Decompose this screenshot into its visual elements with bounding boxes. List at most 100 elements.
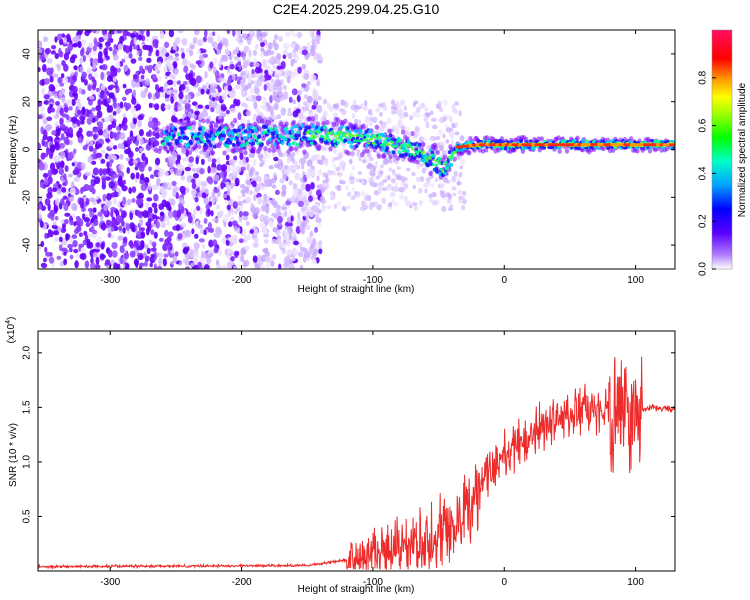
spectrogram-point (179, 84, 186, 91)
spectrogram-point (226, 30, 231, 35)
spectrogram-point (254, 43, 259, 50)
spectrogram-point (94, 264, 101, 269)
spectrogram-point (83, 217, 90, 223)
spectrogram-point (390, 99, 395, 105)
spectrogram-point (423, 116, 429, 123)
ridge-core (220, 137, 224, 142)
ridge-highlight (367, 141, 371, 145)
spectrogram-point (350, 195, 355, 201)
spectrogram-point (264, 153, 271, 159)
spectrogram-point (253, 62, 260, 68)
spectrogram-point (389, 191, 396, 198)
spectrogram-point (139, 147, 143, 153)
spectrogram-point (282, 54, 287, 60)
spectrogram-point (77, 30, 83, 36)
spectrogram-point (100, 83, 106, 91)
spectrogram-point (85, 197, 90, 206)
spectrogram-point (301, 247, 309, 253)
ridge-core (355, 136, 360, 141)
spectrogram-point (50, 215, 55, 221)
spectrogram-point (62, 195, 68, 200)
spectrogram-point (429, 182, 435, 189)
spectrogram-point (191, 189, 196, 197)
ridge-core (222, 133, 227, 138)
spectrogram-point (227, 236, 234, 242)
snr-y-tick-label: 2.0 (22, 345, 33, 359)
spectrogram-point (58, 236, 63, 243)
spectrogram-point (143, 244, 149, 249)
spectrogram-point (47, 106, 52, 114)
spectrogram-point (125, 157, 131, 162)
spectrogram-point (297, 251, 304, 258)
spectrogram-point (264, 251, 271, 257)
spectrogram-point (122, 96, 127, 102)
snr-line (38, 356, 675, 570)
spectrogram-point (201, 109, 208, 118)
spectrogram-point (131, 198, 136, 203)
spectrogram-point (242, 211, 249, 217)
spectrogram-point (106, 75, 113, 82)
spectrogram-point (184, 103, 191, 110)
spectrogram-point (101, 177, 106, 187)
ridge-core (584, 139, 589, 144)
spectrogram-x-label: Height of straight line (km) (298, 284, 415, 295)
spectrogram-point (423, 182, 430, 188)
spectrogram-point (130, 172, 136, 180)
spectrogram-point (403, 183, 409, 190)
spectrogram-point (392, 156, 397, 163)
spectrogram-point (110, 226, 115, 232)
spectrogram-point (100, 222, 107, 231)
spectrogram-point (275, 98, 281, 104)
spectrogram-point (260, 41, 265, 47)
spectrogram-point (106, 192, 112, 201)
snr-x-tick-label: 0 (501, 577, 507, 588)
ridge-halo (222, 150, 227, 156)
spectrogram-point (60, 73, 65, 79)
spectrogram-point (320, 187, 326, 193)
spectrogram-point (105, 137, 110, 143)
spectrogram-point (204, 30, 208, 38)
spectrogram-point (100, 71, 105, 81)
spectrogram-point (340, 101, 346, 105)
spectrogram-point (153, 193, 159, 202)
ridge-core (189, 141, 193, 146)
spectrogram-point (261, 76, 265, 82)
spectrogram-point (44, 198, 51, 206)
spectrogram-point (90, 226, 95, 232)
ridge-highlight (423, 156, 428, 160)
spectrogram-point (122, 123, 128, 131)
ridge-halo (163, 146, 168, 152)
snr-x-ticks: -300 -200 -100 0 100 (100, 331, 644, 588)
ridge-halo (180, 121, 185, 127)
spectrogram-point (354, 192, 361, 198)
ridge-core (290, 126, 294, 131)
spectrogram-point (188, 156, 195, 163)
spectrogram-point (254, 227, 259, 236)
spectrogram-point (54, 140, 59, 149)
ridge-highlight (403, 142, 407, 145)
ridge-core (576, 146, 580, 151)
spectrogram-point (43, 36, 49, 42)
spectrogram-point (180, 222, 187, 228)
spectrogram-point (63, 36, 68, 45)
spectrogram-point (132, 159, 138, 165)
spectrogram-point (336, 184, 342, 192)
spectrogram-point (40, 126, 44, 135)
spectrogram-point (209, 31, 213, 39)
ridge-halo (388, 154, 393, 160)
spectrogram-point (197, 261, 202, 269)
spectrogram-point (313, 213, 320, 219)
spectrogram-point (169, 73, 174, 79)
ridge-highlight (343, 133, 347, 137)
spectrogram-point (38, 66, 41, 73)
spectrogram-point (231, 220, 238, 227)
spectrogram-point (95, 152, 102, 158)
spectrogram-point (175, 169, 183, 177)
spectrogram-point (182, 157, 187, 162)
spectrogram-point (296, 45, 301, 50)
spectrogram-point (234, 225, 238, 232)
spectrogram-point (161, 182, 169, 190)
spectrogram-point (195, 156, 199, 165)
spectrogram-point (229, 107, 237, 113)
ridge-highlight (346, 132, 350, 136)
